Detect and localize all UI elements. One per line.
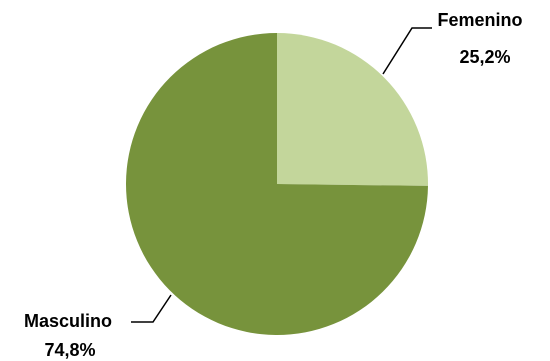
pie-slice-femenino xyxy=(277,33,428,186)
slice-label-femenino: Femenino xyxy=(437,10,522,30)
pie-slice-masculino xyxy=(125,33,428,335)
leader-line-femenino xyxy=(382,27,432,75)
slice-value-femenino: 25,2% xyxy=(459,47,510,67)
leader-line-masculino xyxy=(131,294,172,323)
slice-value-masculino: 74,8% xyxy=(44,340,95,360)
pie-slices xyxy=(125,33,428,335)
slice-label-masculino: Masculino xyxy=(24,311,112,331)
